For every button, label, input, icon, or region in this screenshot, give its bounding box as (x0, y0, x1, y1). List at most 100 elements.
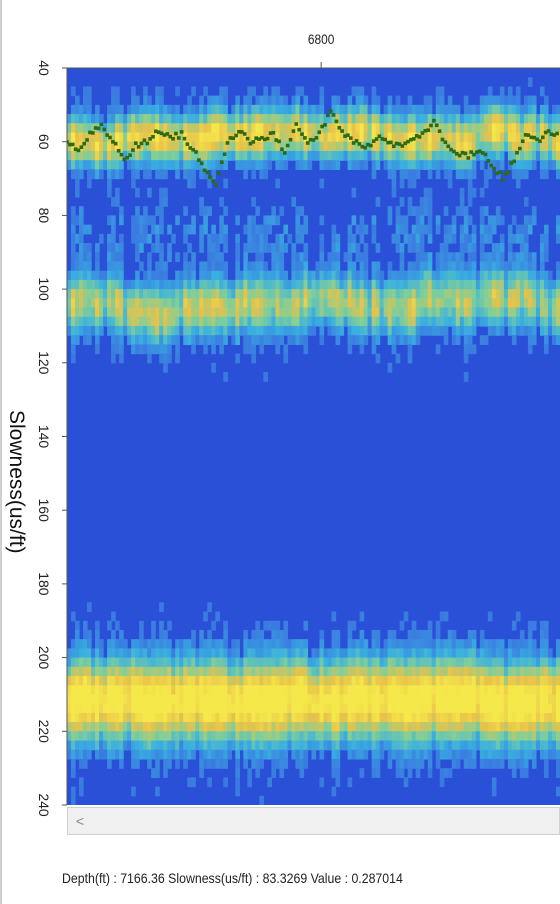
heatmap-cell (547, 325, 553, 336)
heatmap-cell (491, 252, 497, 263)
heatmap-cell (307, 141, 313, 152)
heatmap-cell (459, 298, 465, 309)
heatmap-cell (451, 270, 457, 281)
heatmap-cell (151, 289, 156, 299)
heatmap-cell (263, 160, 269, 170)
heatmap-cell (235, 215, 240, 226)
heatmap-cell (495, 749, 501, 760)
heatmap-cell (411, 620, 417, 631)
heatmap-cell (323, 694, 329, 705)
heatmap-cell (407, 233, 413, 244)
heatmap-cell (347, 703, 353, 714)
heatmap-cell (363, 270, 369, 281)
heatmap-cell (135, 279, 140, 290)
heatmap-cell (251, 261, 256, 272)
heatmap-cell (343, 666, 349, 677)
heatmap-cell (143, 639, 148, 649)
heatmap-cell (235, 676, 240, 686)
heatmap-cell (263, 694, 269, 705)
heatmap-cell (175, 335, 180, 345)
heatmap-cell (323, 316, 329, 327)
heatmap-cell (227, 114, 232, 124)
y-tick-label: 220 (36, 720, 52, 744)
heatmap-cell (391, 676, 397, 686)
heatmap-cell (439, 86, 445, 97)
heatmap-cell (459, 252, 465, 263)
heatmap-cell (355, 731, 361, 742)
overlay-point (437, 129, 442, 133)
heatmap-cell (195, 740, 200, 751)
heatmap-cell (451, 694, 457, 705)
heatmap-cell (87, 316, 92, 327)
heatmap-cell (111, 694, 116, 705)
heatmap-cell (271, 289, 277, 299)
heatmap-cell (471, 325, 477, 336)
heatmap-cell (375, 685, 381, 696)
heatmap-cell (143, 233, 148, 244)
heatmap-cell (255, 749, 260, 760)
heatmap-cell (99, 307, 104, 318)
heatmap-cell (187, 777, 192, 788)
heatmap-cell (279, 703, 285, 714)
heatmap-cell (187, 270, 192, 281)
heatmap-cell (191, 279, 196, 290)
heatmap-cell (255, 123, 260, 134)
heatmap-cell (131, 289, 136, 299)
heatmap-cell (507, 95, 513, 106)
heatmap-cell (203, 335, 208, 345)
heatmap-cell (547, 731, 553, 742)
heatmap-cell (67, 316, 72, 327)
heatmap-cell (495, 685, 501, 696)
heatmap-cell (435, 132, 441, 143)
heatmap-cell (111, 298, 116, 309)
heatmap-cell (459, 676, 465, 686)
heatmap-cell (439, 150, 445, 161)
overlay-point (520, 139, 525, 144)
overlay-point (228, 136, 233, 140)
heatmap-cell (199, 639, 204, 649)
scroll-left-arrow-icon[interactable]: < (75, 813, 85, 829)
heatmap-cell (479, 243, 485, 253)
heatmap-cell (427, 270, 433, 281)
heatmap-cell (243, 298, 248, 309)
heatmap-cell (335, 676, 341, 686)
heatmap-cell (215, 639, 220, 649)
heatmap-cell (479, 694, 485, 705)
heatmap-cell (543, 694, 549, 705)
heatmap-cell (71, 685, 76, 696)
heatmap-cell (507, 86, 513, 97)
heatmap-cell (507, 123, 513, 134)
heatmap-cell (111, 104, 116, 115)
heatmap-cell (403, 648, 409, 659)
heatmap-cell (163, 740, 168, 751)
heatmap-cell (319, 316, 325, 327)
heatmap-cell (87, 335, 92, 345)
horizontal-scrollbar[interactable]: < (67, 807, 560, 835)
heatmap-cell (275, 132, 281, 143)
heatmap-cell (355, 657, 361, 668)
heatmap-cell (535, 685, 541, 696)
heatmap-cell (283, 722, 289, 732)
heatmap-cell (251, 307, 256, 318)
plot-area[interactable] (65, 68, 560, 806)
heatmap-cell (251, 758, 256, 769)
heatmap-cell (331, 611, 337, 622)
heatmap-cell (151, 657, 156, 668)
heatmap-cell (543, 252, 549, 263)
heatmap-cell (167, 648, 172, 659)
heatmap-cell (287, 279, 293, 290)
heatmap-cell (255, 722, 260, 732)
heatmap-cell (191, 160, 196, 170)
heatmap-cell (151, 160, 156, 170)
heatmap-cell (143, 666, 148, 677)
heatmap-cell (539, 123, 545, 134)
heatmap-chart[interactable]: 68006900406080100120140160180200220240 (0, 0, 560, 845)
heatmap-cell (459, 325, 465, 336)
heatmap-cell (215, 261, 220, 272)
heatmap-cell (123, 676, 128, 686)
heatmap-cell (271, 676, 277, 686)
heatmap-cell (323, 307, 329, 318)
heatmap-cell (451, 224, 457, 235)
heatmap-cell (223, 279, 228, 290)
heatmap-cell (303, 722, 309, 732)
